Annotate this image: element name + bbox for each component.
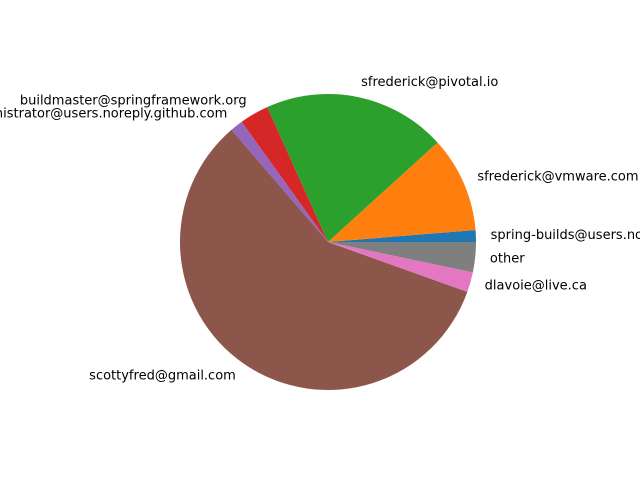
- pie-slice-scottyfred-gmail-com: [180, 129, 468, 390]
- pie-slice-buildmaster-springframework-org: [241, 107, 328, 242]
- pie-label-sfrederick-vmware-com: sfrederick@vmware.com: [477, 170, 638, 185]
- pie-slice-sfrederick-vmware-com: [328, 142, 476, 242]
- pie-slice-sfrederick-pivotal-io: [267, 93, 438, 243]
- pie-label-spring-builds-users-noreply-github-com: spring-builds@users.noreply.github.com: [491, 228, 640, 243]
- pie-label-administrator-users-noreply-github-com: administrator@users.noreply.github.com: [0, 107, 227, 122]
- pie-slices: [180, 93, 476, 390]
- pie-slice-other: [328, 242, 476, 273]
- pie-slice-spring-builds-users-noreply-github-com: [328, 229, 476, 242]
- pie-label-scottyfred-gmail-com: scottyfred@gmail.com: [89, 369, 236, 384]
- pie-label-sfrederick-pivotal-io: sfrederick@pivotal.io: [361, 75, 498, 90]
- pie-label-dlavoie-live-ca: dlavoie@live.ca: [485, 279, 587, 294]
- pie-label-other: other: [490, 251, 525, 266]
- pie-slice-administrator-users-noreply-github-com: [231, 121, 328, 242]
- pie-label-buildmaster-springframework-org: buildmaster@springframework.org: [20, 94, 247, 109]
- pie-labels: spring-builds@users.noreply.github.com sf…: [0, 75, 640, 384]
- pie-slice-dlavoie-live-ca: [328, 242, 473, 292]
